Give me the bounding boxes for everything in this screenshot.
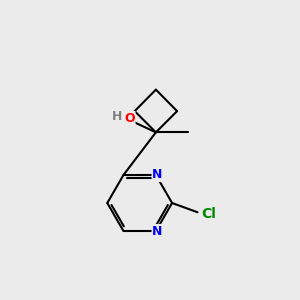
Text: H: H [112, 110, 122, 123]
Text: Cl: Cl [202, 207, 216, 221]
Text: N: N [152, 169, 163, 182]
Text: N: N [152, 224, 163, 238]
Text: O: O [124, 112, 135, 124]
